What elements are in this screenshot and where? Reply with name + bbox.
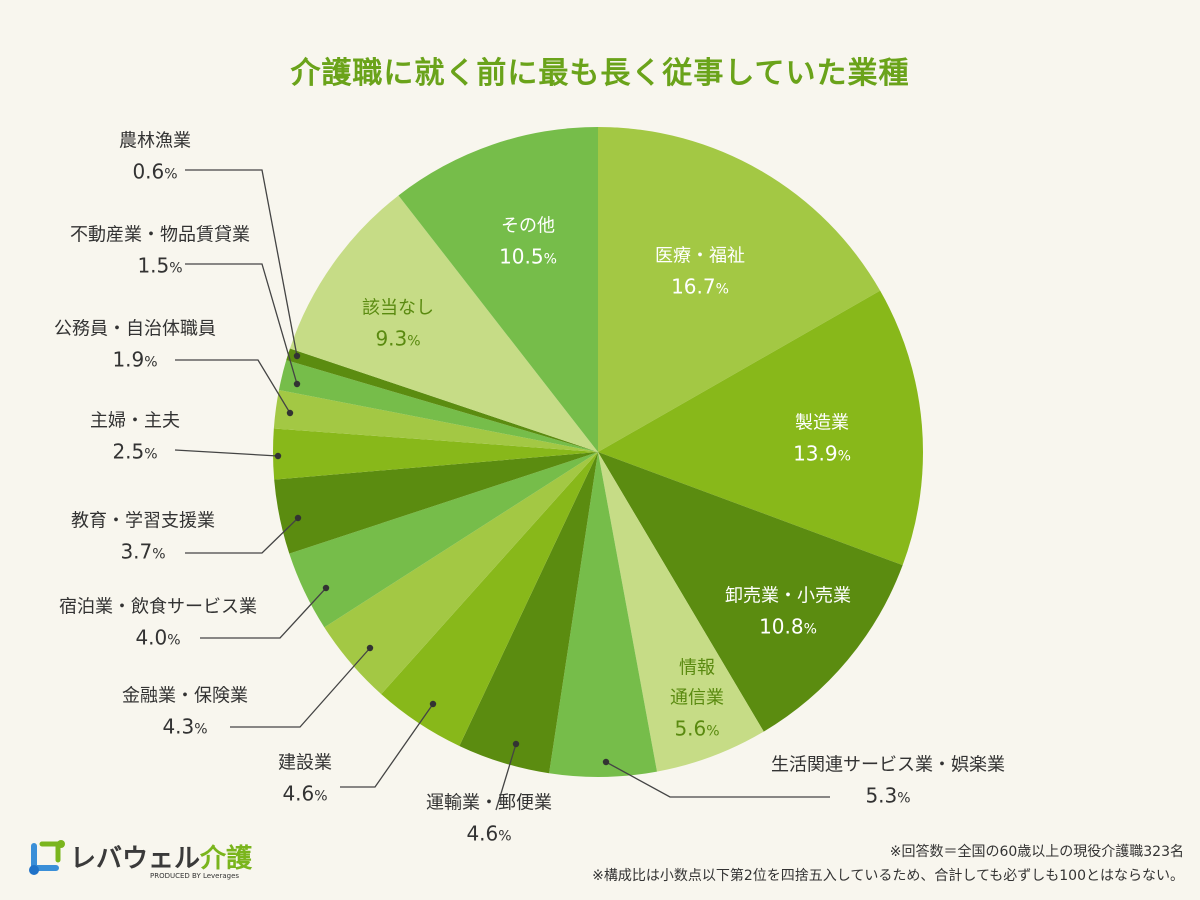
slice-label-5: 運輸業・郵便業 4.6% <box>426 789 552 852</box>
pie-slice-11 <box>273 389 598 452</box>
pie-slice-1 <box>598 290 923 566</box>
leader-line-9 <box>185 517 299 554</box>
slice-label-text: 建設業 <box>278 752 332 774</box>
leader-line-10 <box>174 449 279 457</box>
slice-value: 10.5% <box>499 244 557 269</box>
slice-label-text: 該当なし <box>362 297 434 319</box>
leader-dot-10 <box>274 452 282 460</box>
logo-name: レバウェル <box>70 844 201 874</box>
leader-dot-7 <box>366 644 374 652</box>
slice-label-text: 運輸業・郵便業 <box>426 792 552 814</box>
leader-line-4 <box>605 761 830 798</box>
pie-slice-2 <box>598 452 903 732</box>
leader-line-8 <box>200 587 327 639</box>
slice-label-text: 製造業 <box>795 412 849 434</box>
slice-label-text: その他 <box>501 215 555 237</box>
pie-slice-3 <box>598 452 764 772</box>
slice-label-text: 宿泊業・飲食サービス業 <box>59 596 257 618</box>
slice-label-text: 卸売業・小売業 <box>725 585 851 607</box>
leader-dot-9 <box>294 514 302 522</box>
pie-slice-6 <box>381 452 598 746</box>
pie-slice-4 <box>549 452 658 777</box>
slice-label-text: 農林漁業 <box>119 130 191 152</box>
slice-value: 9.3% <box>375 326 421 351</box>
slice-label-text: 公務員・自治体職員 <box>54 318 216 340</box>
pie-slice-7 <box>324 452 598 695</box>
slice-value: 5.6% <box>674 716 720 741</box>
leader-line-5 <box>495 743 517 811</box>
slice-label-text: 医療・福祉 <box>655 245 745 267</box>
slice-value: 5.3% <box>865 783 911 808</box>
slice-label-2: 卸売業・小売業 10.8% <box>725 582 851 645</box>
slice-value: 1.5% <box>137 253 183 278</box>
slice-value: 4.0% <box>135 625 181 650</box>
slice-label-7: 金融業・保険業 4.3% <box>122 682 248 745</box>
slice-value: 2.5% <box>112 439 158 464</box>
leader-line-12 <box>185 263 298 385</box>
chart-title: 介護職に就く前に最も長く従事していた業種 <box>290 56 910 91</box>
slice-label-text: 主婦・主夫 <box>90 410 180 432</box>
leader-line-7 <box>230 647 371 728</box>
slice-value: 4.6% <box>466 821 512 846</box>
footnotes: ※回答数＝全国の60歳以上の現役介護職323名 ※構成比は小数点以下第2位を四捨… <box>592 840 1184 888</box>
slice-label-8: 宿泊業・飲食サービス業 4.0% <box>59 593 257 656</box>
slice-label-15: その他 10.5% <box>499 212 557 275</box>
leader-line-11 <box>175 359 291 414</box>
note-rounding: ※構成比は小数点以下第2位を四捨五入しているため、合計しても必ずしも100とはな… <box>592 868 1184 884</box>
slice-label-4: 生活関連サービス業・娯楽業 5.3% <box>771 751 1005 814</box>
leader-dot-5 <box>512 740 520 748</box>
leader-line-6 <box>340 703 434 788</box>
slice-label-10: 主婦・主夫 2.5% <box>90 407 180 470</box>
leader-dot-12 <box>293 380 301 388</box>
slice-value: 10.8% <box>759 614 817 639</box>
slice-label-13: 農林漁業 0.6% <box>119 127 191 190</box>
logo-byline: PRODUCED BY Leverages <box>150 872 240 880</box>
slice-label-text: 金融業・保険業 <box>122 685 248 707</box>
leader-line-13 <box>185 169 298 357</box>
pie-slice-10 <box>272 428 598 480</box>
logo: レバウェル介護 PRODUCED BY Leverages <box>28 838 252 882</box>
slice-label-1: 製造業 13.9% <box>793 409 851 472</box>
note-respondents: ※回答数＝全国の60歳以上の現役介護職323名 <box>889 844 1184 860</box>
pie-slice-14 <box>289 195 598 452</box>
logo-icon <box>29 840 65 875</box>
slice-value: 1.9% <box>112 347 158 372</box>
pie-slice-9 <box>274 452 598 554</box>
slice-value: 16.7% <box>671 274 729 299</box>
pie-slice-8 <box>289 452 598 628</box>
slice-value: 0.6% <box>132 159 178 184</box>
slice-label-text: 生活関連サービス業・娯楽業 <box>771 754 1005 776</box>
slice-value: 3.7% <box>120 539 166 564</box>
leader-dot-6 <box>429 700 437 708</box>
slice-label-0: 医療・福祉 16.7% <box>655 242 745 305</box>
leader-dot-13 <box>293 352 301 360</box>
slice-value: 4.6% <box>282 781 328 806</box>
slice-label-text-b: 通信業 <box>670 687 724 709</box>
leader-dot-4 <box>602 758 610 766</box>
slice-label-14: 該当なし 9.3% <box>362 294 434 357</box>
pie-slice-12 <box>278 360 598 452</box>
slice-label-11: 公務員・自治体職員 1.9% <box>54 315 216 378</box>
leader-dot-8 <box>322 584 330 592</box>
slice-label-text-a: 情報 <box>679 657 715 679</box>
slice-label-6: 建設業 4.6% <box>278 749 332 812</box>
pie-slice-0 <box>598 127 881 452</box>
slice-value: 4.3% <box>162 714 208 739</box>
logo-name2: 介護 <box>200 844 253 874</box>
pie-slice-15 <box>398 127 598 452</box>
slice-label-text: 不動産業・物品賃貸業 <box>70 224 250 246</box>
slice-value: 13.9% <box>793 441 851 466</box>
pie-slice-5 <box>459 452 598 774</box>
slice-label-12: 不動産業・物品賃貸業 1.5% <box>70 221 250 284</box>
slice-label-9: 教育・学習支援業 3.7% <box>71 507 215 570</box>
pie-slice-13 <box>286 348 598 452</box>
leader-dot-11 <box>286 409 294 417</box>
slice-label-3: 情報通信業 5.6% <box>670 654 724 747</box>
slice-label-text: 教育・学習支援業 <box>71 510 215 532</box>
